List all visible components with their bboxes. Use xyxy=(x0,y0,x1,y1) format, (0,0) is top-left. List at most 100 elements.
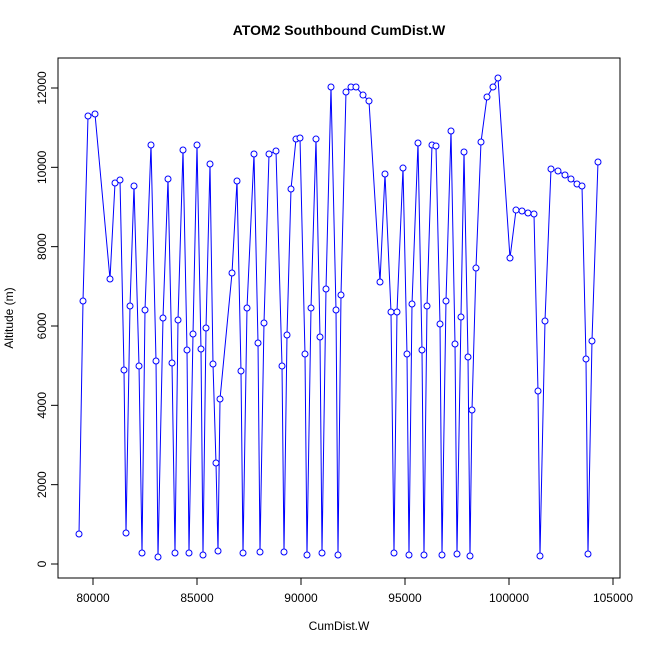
point xyxy=(554,167,562,175)
point xyxy=(237,367,245,375)
point xyxy=(530,210,538,218)
point xyxy=(436,320,444,328)
point xyxy=(312,135,320,143)
point xyxy=(84,112,92,120)
point xyxy=(206,160,214,168)
point xyxy=(239,549,247,557)
point xyxy=(534,387,542,395)
point xyxy=(594,158,602,166)
point xyxy=(254,339,262,347)
point xyxy=(420,551,428,559)
point xyxy=(468,406,476,414)
y-tick-label: 4000 xyxy=(35,392,49,419)
point xyxy=(447,127,455,135)
x-tick-label: 105000 xyxy=(593,591,633,605)
point xyxy=(464,353,472,361)
point xyxy=(376,278,384,286)
point xyxy=(138,549,146,557)
point xyxy=(536,552,544,560)
point xyxy=(141,306,149,314)
point xyxy=(185,549,193,557)
point xyxy=(183,346,191,354)
point xyxy=(159,314,167,322)
point xyxy=(307,304,315,312)
x-tick-label: 85000 xyxy=(180,591,214,605)
point xyxy=(287,185,295,193)
point xyxy=(451,340,459,348)
point xyxy=(578,182,586,190)
point xyxy=(588,337,596,345)
point xyxy=(106,275,114,283)
point xyxy=(332,306,340,314)
point xyxy=(303,551,311,559)
y-tick-label: 6000 xyxy=(35,312,49,339)
point xyxy=(256,548,264,556)
point xyxy=(296,134,304,142)
point xyxy=(541,317,549,325)
point xyxy=(584,550,592,558)
point xyxy=(489,83,497,91)
point xyxy=(399,164,407,172)
x-axis-label: CumDist.W xyxy=(309,619,370,633)
point xyxy=(79,297,87,305)
point xyxy=(212,459,220,467)
x-tick-label: 100000 xyxy=(489,591,529,605)
point xyxy=(512,206,520,214)
point xyxy=(442,297,450,305)
point xyxy=(393,308,401,316)
point xyxy=(171,549,179,557)
point xyxy=(432,142,440,150)
point xyxy=(135,362,143,370)
point xyxy=(199,551,207,559)
point xyxy=(334,551,342,559)
point xyxy=(460,148,468,156)
point xyxy=(130,182,138,190)
point xyxy=(518,207,526,215)
point xyxy=(122,529,130,537)
point xyxy=(477,138,485,146)
point xyxy=(243,304,251,312)
y-tick-label: 0 xyxy=(35,560,49,567)
point xyxy=(147,141,155,149)
point xyxy=(116,176,124,184)
point xyxy=(152,357,160,365)
point xyxy=(91,110,99,118)
point xyxy=(365,97,373,105)
point xyxy=(381,170,389,178)
point xyxy=(316,333,324,341)
point xyxy=(342,88,350,96)
point xyxy=(405,551,413,559)
x-tick-label: 90000 xyxy=(284,591,318,605)
point xyxy=(322,285,330,293)
y-tick-label: 2000 xyxy=(35,471,49,498)
point xyxy=(494,74,502,82)
point xyxy=(506,254,514,262)
point xyxy=(189,330,197,338)
point xyxy=(168,359,176,367)
point xyxy=(524,209,532,217)
point xyxy=(250,150,258,158)
point xyxy=(120,366,128,374)
point xyxy=(547,165,555,173)
point xyxy=(174,316,182,324)
point xyxy=(352,83,360,91)
point xyxy=(423,302,431,310)
y-tick-label: 10000 xyxy=(35,150,49,184)
point xyxy=(414,139,422,147)
point xyxy=(272,147,280,155)
line xyxy=(78,76,599,558)
x-tick-label: 95000 xyxy=(388,591,422,605)
point xyxy=(179,146,187,154)
point xyxy=(466,552,474,560)
point xyxy=(233,177,241,185)
x-tick-label: 80000 xyxy=(76,591,110,605)
point xyxy=(483,93,491,101)
point xyxy=(197,345,205,353)
point xyxy=(265,150,273,158)
point xyxy=(209,360,217,368)
point xyxy=(387,308,395,316)
point xyxy=(359,91,367,99)
point xyxy=(567,175,575,183)
point xyxy=(283,331,291,339)
